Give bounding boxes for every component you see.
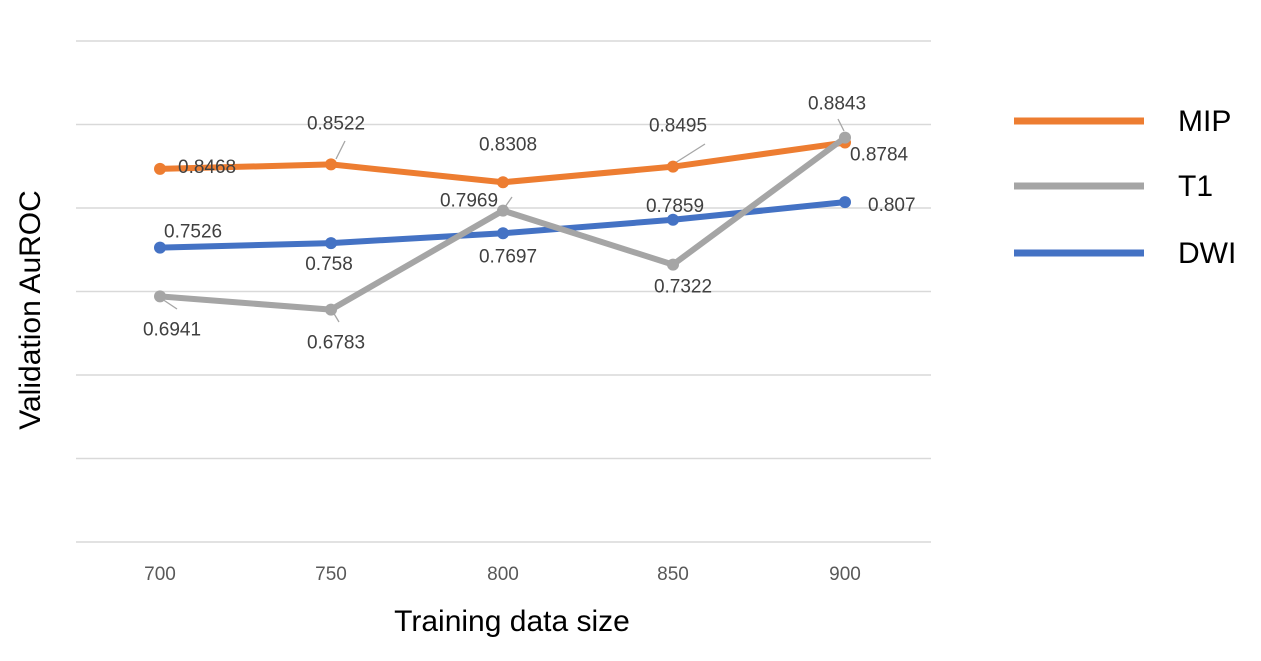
data-point-dwi	[325, 237, 337, 250]
x-tick-label: 900	[829, 564, 861, 585]
data-point-mip	[667, 160, 679, 173]
data-point-t1	[667, 258, 679, 271]
data-label-mip: 0.8784	[850, 145, 909, 166]
data-label-dwi: 0.7859	[646, 196, 704, 217]
data-label-t1: 0.7969	[440, 191, 498, 212]
legend: MIP T1 DWI	[1014, 105, 1236, 270]
x-tick-label: 750	[315, 564, 347, 585]
data-label-t1: 0.8843	[808, 94, 866, 115]
data-point-mip	[154, 162, 166, 175]
data-label-t1: 0.6783	[307, 333, 365, 354]
data-point-dwi	[667, 213, 679, 226]
data-label-leader	[674, 143, 706, 164]
data-label-t1: 0.6941	[143, 319, 201, 340]
data-label-mip: 0.8308	[479, 134, 537, 155]
data-label-mip: 0.8495	[649, 116, 707, 137]
data-label-leader	[335, 140, 346, 160]
data-point-dwi	[839, 196, 851, 209]
x-tick-labels: 700 750 800 850 900	[144, 564, 861, 585]
data-point-t1	[497, 204, 509, 217]
data-point-dwi	[497, 227, 509, 240]
data-label-mip: 0.8522	[307, 113, 365, 134]
data-label-leader	[837, 118, 845, 132]
y-axis-title: Validation AuROC	[14, 190, 47, 430]
data-point-mip	[325, 158, 337, 171]
legend-label-t1: T1	[1178, 170, 1213, 203]
data-point-mip	[497, 176, 509, 189]
data-labels: 0.8468 0.8522 0.8308 0.8495 0.8784 0.6941 0.67…	[143, 94, 916, 354]
data-point-t1	[839, 131, 851, 144]
data-label-leader	[504, 196, 513, 208]
data-label-leader	[161, 298, 178, 310]
x-tick-label: 700	[144, 564, 176, 585]
legend-label-mip: MIP	[1178, 105, 1231, 138]
data-label-dwi: 0.7697	[479, 246, 537, 267]
gridlines	[76, 40, 931, 543]
x-axis-title: Training data size	[394, 605, 630, 638]
x-tick-label: 850	[657, 564, 689, 585]
legend-label-dwi: DWI	[1178, 237, 1236, 270]
data-point-dwi	[154, 241, 166, 254]
data-label-mip: 0.8468	[178, 157, 236, 178]
data-label-dwi: 0.7526	[164, 222, 222, 243]
data-point-t1	[154, 290, 166, 303]
series-lines	[154, 131, 851, 316]
data-label-dwi: 0.758	[305, 254, 353, 275]
data-label-t1: 0.7322	[654, 277, 712, 298]
data-label-dwi: 0.807	[868, 195, 916, 216]
x-tick-label: 800	[487, 564, 519, 585]
data-point-t1	[325, 303, 337, 316]
